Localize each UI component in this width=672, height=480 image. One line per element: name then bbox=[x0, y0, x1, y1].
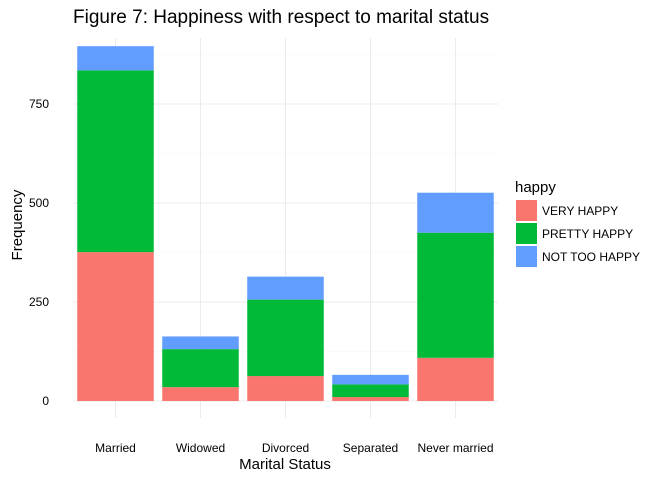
y-tick-label: 250 bbox=[29, 295, 49, 309]
bar-not-too-happy bbox=[417, 192, 494, 233]
x-axis: Married Widowed Divorced Separated Never mar… bbox=[95, 441, 493, 455]
bar-very-happy bbox=[162, 387, 239, 401]
legend-key bbox=[516, 246, 537, 267]
bars bbox=[77, 46, 494, 401]
x-tick-label: Widowed bbox=[176, 441, 225, 455]
legend-label: VERY HAPPY bbox=[542, 204, 618, 218]
y-axis-title: Frequency bbox=[9, 189, 26, 260]
bar-very-happy bbox=[77, 252, 154, 401]
bar-not-too-happy bbox=[77, 46, 154, 71]
legend-title: happy bbox=[515, 179, 556, 196]
bar-pretty-happy bbox=[247, 299, 324, 377]
bar-not-too-happy bbox=[162, 336, 239, 350]
legend-key bbox=[516, 223, 537, 244]
bar-very-happy bbox=[247, 376, 324, 401]
x-tick-label: Divorced bbox=[262, 441, 309, 455]
legend-key bbox=[516, 200, 537, 221]
bar-very-happy bbox=[417, 357, 494, 401]
bar-pretty-happy bbox=[162, 349, 239, 388]
y-tick-label: 750 bbox=[29, 97, 49, 111]
legend-label: PRETTY HAPPY bbox=[542, 227, 633, 241]
legend: happy VERY HAPPY PRETTY HAPPY NOT TOO HAPP… bbox=[515, 179, 640, 267]
x-axis-title: Marital Status bbox=[239, 456, 331, 473]
legend-label: NOT TOO HAPPY bbox=[542, 250, 640, 264]
x-tick-label: Separated bbox=[343, 441, 398, 455]
x-tick-label: Married bbox=[95, 441, 136, 455]
y-tick-label: 500 bbox=[29, 196, 49, 210]
bar-pretty-happy bbox=[332, 384, 409, 398]
bar-pretty-happy bbox=[77, 70, 154, 253]
x-tick-label: Never married bbox=[417, 441, 493, 455]
y-tick-label: 0 bbox=[42, 394, 49, 408]
chart-title: Figure 7: Happiness with respect to mari… bbox=[73, 7, 489, 28]
bar-pretty-happy bbox=[417, 232, 494, 358]
y-axis: 0 250 500 750 bbox=[29, 97, 49, 408]
bar-not-too-happy bbox=[332, 374, 409, 385]
bar-not-too-happy bbox=[247, 276, 324, 300]
bar-very-happy bbox=[332, 397, 409, 401]
